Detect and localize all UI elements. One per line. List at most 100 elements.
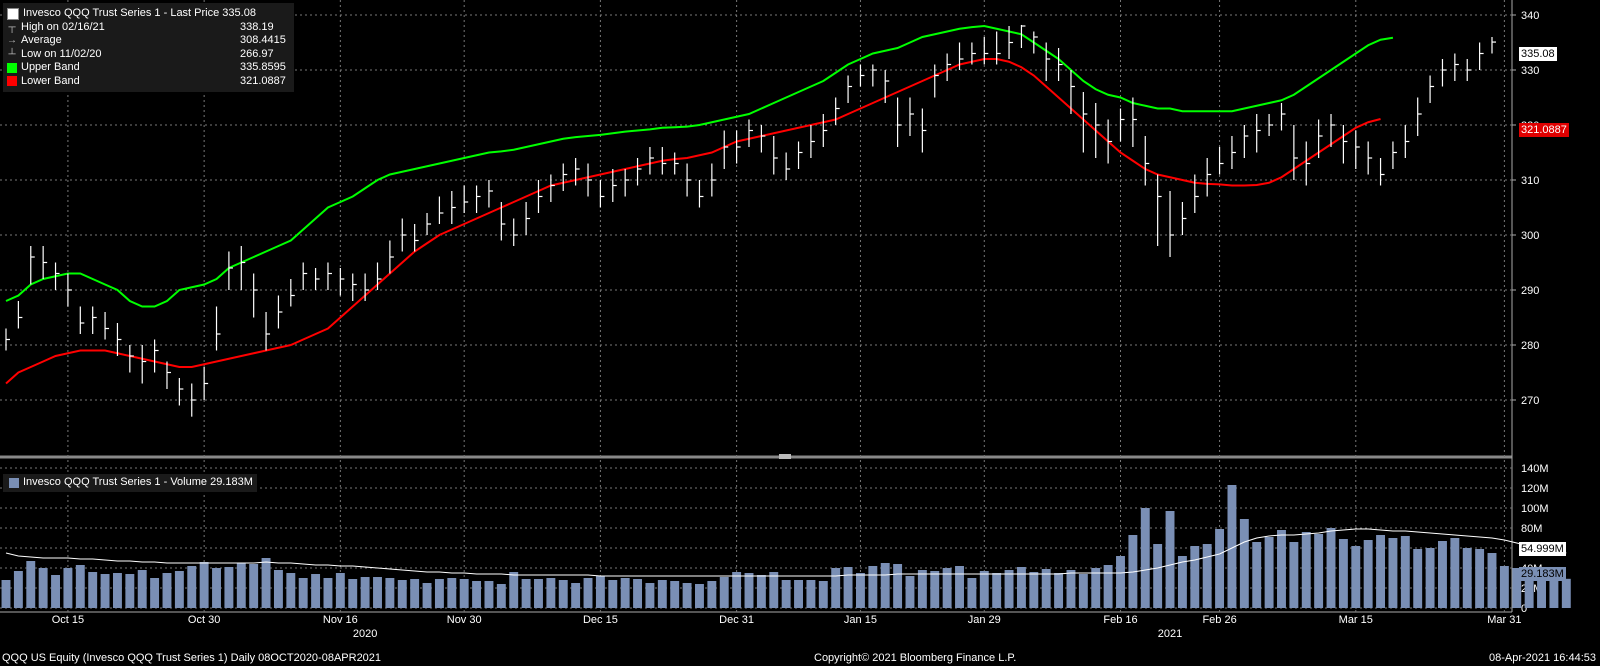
legend-label-high: High on 02/16/21: [21, 20, 105, 33]
volume-bar: [472, 581, 482, 608]
volume-bar: [38, 568, 48, 608]
volume-bar: [1326, 528, 1336, 608]
volume-bar: [1066, 570, 1076, 608]
volume-bar: [1, 580, 11, 608]
price-tick-label: 300: [1521, 230, 1539, 242]
price-bar: [612, 169, 617, 202]
volume-bar: [595, 576, 605, 608]
volume-bar: [1215, 529, 1225, 608]
volume-bar: [373, 577, 382, 608]
price-bar: [277, 295, 283, 329]
price-bar: [1342, 125, 1348, 164]
volume-bar: [459, 579, 469, 608]
price-bar: [958, 42, 964, 70]
price-bar: [253, 273, 258, 318]
price-bar: [537, 180, 543, 213]
volume-bar: [1425, 548, 1435, 608]
volume-bar: [806, 580, 816, 608]
upper-band-swatch: [7, 62, 17, 73]
price-bar: [1181, 202, 1187, 235]
price-bar: [92, 306, 97, 334]
price-bar: [1441, 59, 1447, 87]
price-bar: [1305, 141, 1311, 186]
volume-bar: [818, 581, 828, 608]
volume-bar: [1561, 578, 1571, 608]
price-tick-label: 290: [1521, 285, 1539, 297]
volume-tick-label: 120M: [1521, 483, 1549, 495]
price-bar: [389, 240, 394, 274]
volume-bar: [1462, 548, 1472, 608]
legend-value-low: 266.97: [240, 47, 274, 60]
volume-bar: [1165, 511, 1175, 608]
volume-bar: [1537, 578, 1546, 608]
price-bar: [748, 119, 753, 147]
volume-bar: [781, 580, 791, 608]
price-bar: [1119, 108, 1125, 142]
volume-bar: [744, 573, 754, 608]
price-bar: [513, 218, 518, 246]
volume-bar: [100, 574, 110, 608]
price-tick-label: 310: [1521, 175, 1539, 187]
volume-bar: [1016, 567, 1026, 608]
price-tick-label: 340: [1521, 10, 1539, 22]
volume-bar: [410, 579, 420, 608]
volume-bar: [1140, 508, 1150, 608]
price-bar: [971, 42, 976, 65]
price-bar: [290, 279, 295, 307]
volume-bar: [298, 578, 308, 608]
volume-bar: [868, 566, 878, 608]
price-bar: [1268, 114, 1274, 136]
price-bar: [797, 141, 803, 169]
volume-bar: [1301, 532, 1311, 608]
price-bar: [215, 306, 221, 351]
price-bar: [414, 224, 419, 252]
x-tick-label: Nov 30: [447, 614, 482, 626]
volume-bar: [1227, 485, 1237, 608]
price-bar: [364, 273, 370, 301]
price-bar: [636, 158, 642, 186]
volume-bar: [212, 568, 221, 608]
volume-tick-label: 80M: [1521, 523, 1542, 535]
volume-bar: [917, 570, 927, 608]
price-bar: [154, 339, 159, 373]
price-bar: [736, 130, 741, 164]
volume-bar: [397, 580, 407, 608]
price-bar: [525, 202, 531, 235]
price-bar: [599, 180, 605, 208]
price-bar: [1454, 53, 1459, 81]
x-tick-label: Jan 29: [968, 614, 1001, 626]
price-bar: [1392, 141, 1397, 169]
price-bar: [327, 262, 332, 290]
price-bar: [1033, 31, 1038, 54]
price-bar: [166, 361, 171, 389]
volume-bar: [756, 575, 766, 608]
price-bar: [302, 262, 308, 290]
price-bar: [265, 312, 271, 351]
price-bar: [1144, 136, 1150, 186]
volume-bar: [447, 578, 457, 608]
volume-bar: [546, 578, 556, 608]
legend-value-lower-band: 321.0887: [240, 74, 286, 87]
x-tick-label: Dec 15: [583, 614, 618, 626]
price-bar: [1132, 97, 1137, 147]
volume-bar: [1289, 542, 1299, 608]
volume-bar: [534, 579, 543, 608]
legend-row-upper-band: Upper Band 335.8595: [5, 61, 292, 75]
x-tick-label: Oct 30: [188, 614, 220, 626]
price-bar: [500, 202, 506, 241]
price-bar: [760, 125, 766, 153]
x-tick-label: Oct 15: [52, 614, 84, 626]
price-bar: [228, 251, 233, 290]
price-bar: [1466, 59, 1472, 81]
price-bar: [203, 367, 209, 400]
price-bar: [1429, 75, 1435, 103]
price-bar: [1330, 114, 1336, 147]
volume-bar: [893, 564, 903, 608]
volume-bar: [583, 578, 593, 608]
legend-label-average: Average: [21, 34, 62, 46]
volume-bar: [794, 580, 803, 608]
volume-bar: [174, 571, 184, 608]
legend-value-high: 338.19: [240, 20, 274, 33]
high-marker-icon: ┬: [8, 21, 16, 33]
